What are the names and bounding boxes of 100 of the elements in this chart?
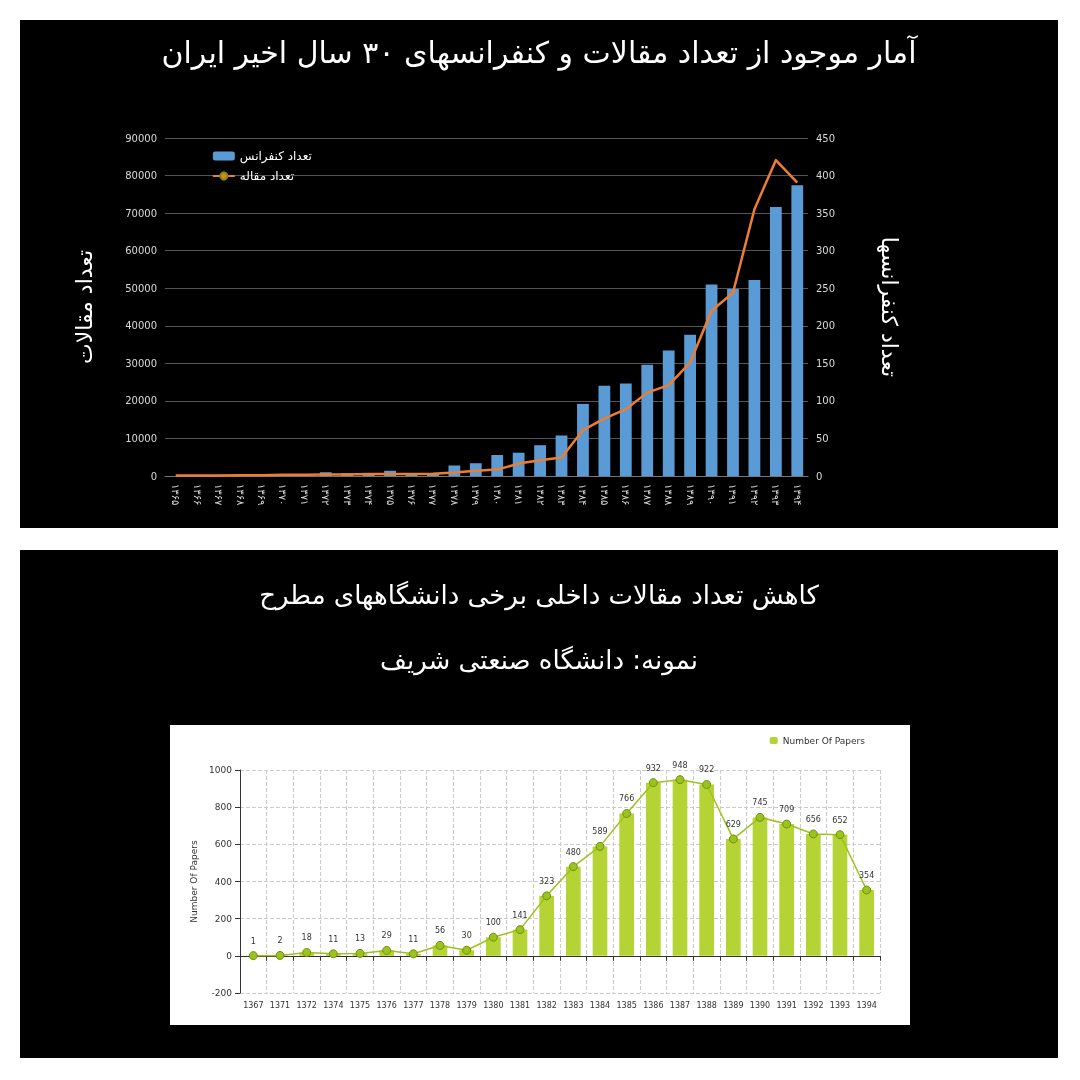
data-label: 656 — [805, 814, 821, 824]
y2-tick-label: 250 — [816, 282, 836, 294]
y-tick-label: -200 — [211, 988, 233, 998]
x-tick-label: ۱۳۹۲ — [748, 484, 760, 506]
data-label: 2 — [277, 936, 283, 946]
data-label: 1 — [250, 936, 256, 946]
x-tick-label: ۱۳۹۳ — [770, 484, 782, 507]
x-tick-label: 1388 — [696, 1000, 717, 1010]
legend-label: تعداد مقاله — [239, 169, 295, 183]
legend-label: Number Of Papers — [782, 735, 866, 746]
data-label: 766 — [619, 794, 635, 804]
x-tick-label: 1390 — [749, 1000, 771, 1010]
x-tick-label: ۱۳۸۱ — [513, 484, 525, 506]
data-label: 13 — [354, 934, 366, 944]
y-tick-label: 60000 — [125, 245, 157, 257]
x-tick-label: 1367 — [243, 1000, 264, 1010]
y2-tick-label: 450 — [816, 132, 836, 144]
x-tick-label: ۱۳۷۷ — [427, 484, 439, 507]
x-tick-label: ۱۳۸۲ — [534, 484, 546, 506]
y-tick-label: 70000 — [125, 207, 157, 219]
data-label: 480 — [565, 847, 581, 857]
y2-tick-label: 50 — [816, 432, 829, 444]
chart-title: آمار موجود از تعداد مقالات و کنفرانسهای ۳۰ سال اخیر ایران — [161, 34, 919, 71]
x-tick-label: ۱۳۸۷ — [641, 484, 653, 507]
x-tick-label: ۱۳۶۸ — [234, 484, 246, 507]
y2-tick-label: 100 — [816, 395, 836, 407]
x-tick-label: 1381 — [509, 1000, 531, 1010]
y2-tick-label: 0 — [816, 470, 823, 482]
y-tick-label: 0 — [226, 950, 233, 961]
y-axis-title: تعداد مقالات — [71, 249, 97, 365]
data-label: 29 — [381, 931, 392, 941]
data-label: 30 — [461, 931, 472, 941]
x-tick-label: 1384 — [589, 1000, 611, 1010]
x-tick-label: ۱۳۷۸ — [448, 484, 460, 507]
y-tick-label: 200 — [214, 913, 233, 924]
x-tick-label: 1385 — [616, 1000, 637, 1010]
y-tick-label: 800 — [214, 802, 233, 813]
x-tick-label: 1382 — [536, 1000, 557, 1010]
x-tick-label: ۱۳۶۹ — [255, 484, 267, 506]
data-label: 709 — [779, 805, 795, 815]
y-tick-label: 80000 — [125, 170, 157, 182]
x-tick-label: 1375 — [349, 1000, 371, 1010]
data-label: 629 — [725, 819, 741, 829]
x-tick-label: ۱۳۷۲ — [320, 484, 332, 506]
y2-tick-label: 400 — [816, 170, 836, 182]
y2-tick-label: 300 — [816, 245, 836, 257]
data-label: 56 — [434, 926, 446, 936]
x-tick-label: ۱۳۸۸ — [663, 484, 675, 507]
x-tick-label: ۱۳۷۳ — [341, 484, 353, 507]
x-tick-label: 1394 — [856, 1000, 877, 1010]
chart-title: کاهش تعداد مقالات داخلی برخی دانشگاههای مطرح — [258, 580, 820, 610]
chart-subtitle: نمونه: دانشگاه صنعتی شریف — [379, 645, 699, 675]
x-tick-label: ۱۳۸۰ — [491, 484, 503, 506]
data-label: 922 — [699, 765, 715, 775]
x-tick-label: ۱۳۶۶ — [191, 484, 203, 506]
data-label: 745 — [752, 798, 768, 808]
y-tick-label: 1000 — [209, 765, 233, 775]
y-tick-label: 50000 — [125, 282, 157, 294]
x-tick-label: 1392 — [803, 1000, 824, 1010]
y2-tick-label: 350 — [816, 207, 836, 219]
y2-axis-title: تعداد کنفرانسها — [876, 236, 902, 378]
x-tick-label: ۱۳۷۶ — [405, 484, 417, 506]
data-label: 589 — [592, 827, 608, 837]
data-label: 11 — [328, 934, 339, 944]
x-tick-label: ۱۳۶۷ — [213, 484, 225, 507]
x-tick-label: ۱۳۷۹ — [470, 484, 482, 506]
x-tick-label: 1376 — [376, 1000, 397, 1010]
y-tick-label: 600 — [214, 839, 233, 850]
y-tick-label: 10000 — [125, 432, 157, 444]
x-tick-label: ۱۳۶۵ — [170, 484, 182, 506]
data-label: 948 — [672, 760, 688, 770]
x-tick-label: ۱۳۸۳ — [556, 484, 568, 507]
y-tick-label: 400 — [214, 876, 233, 887]
x-tick-label: ۱۳۸۹ — [684, 484, 696, 506]
x-tick-label: 1378 — [429, 1000, 451, 1010]
y-tick-label: 0 — [150, 470, 157, 482]
y2-tick-label: 150 — [816, 357, 836, 369]
data-label: 11 — [408, 934, 419, 944]
x-tick-label: 1387 — [669, 1000, 691, 1010]
x-tick-label: ۱۳۷۵ — [384, 484, 396, 506]
x-tick-label: 1389 — [723, 1000, 744, 1010]
y-tick-label: 30000 — [125, 357, 157, 369]
x-tick-label: 1393 — [829, 1000, 851, 1010]
x-tick-label: 1386 — [643, 1000, 664, 1010]
x-tick-label: ۱۳۹۰ — [706, 484, 718, 506]
y-tick-label: 40000 — [125, 320, 157, 332]
x-tick-label: 1383 — [563, 1000, 584, 1010]
data-label: 18 — [301, 933, 312, 943]
x-tick-label: ۱۳۸۶ — [620, 484, 632, 506]
x-tick-label: ۱۳۸۴ — [577, 484, 589, 506]
y-axis-title: Number Of Papers — [188, 840, 199, 923]
x-tick-label: 1380 — [483, 1000, 504, 1010]
x-tick-label: 1371 — [269, 1000, 291, 1010]
x-tick-label: 1391 — [776, 1000, 797, 1010]
x-tick-label: 1377 — [403, 1000, 424, 1010]
x-tick-label: ۱۳۷۴ — [363, 484, 375, 506]
data-label: 100 — [485, 918, 501, 928]
x-tick-label: 1372 — [296, 1000, 317, 1010]
data-label: 932 — [645, 763, 661, 773]
y-tick-label: 20000 — [125, 395, 157, 407]
